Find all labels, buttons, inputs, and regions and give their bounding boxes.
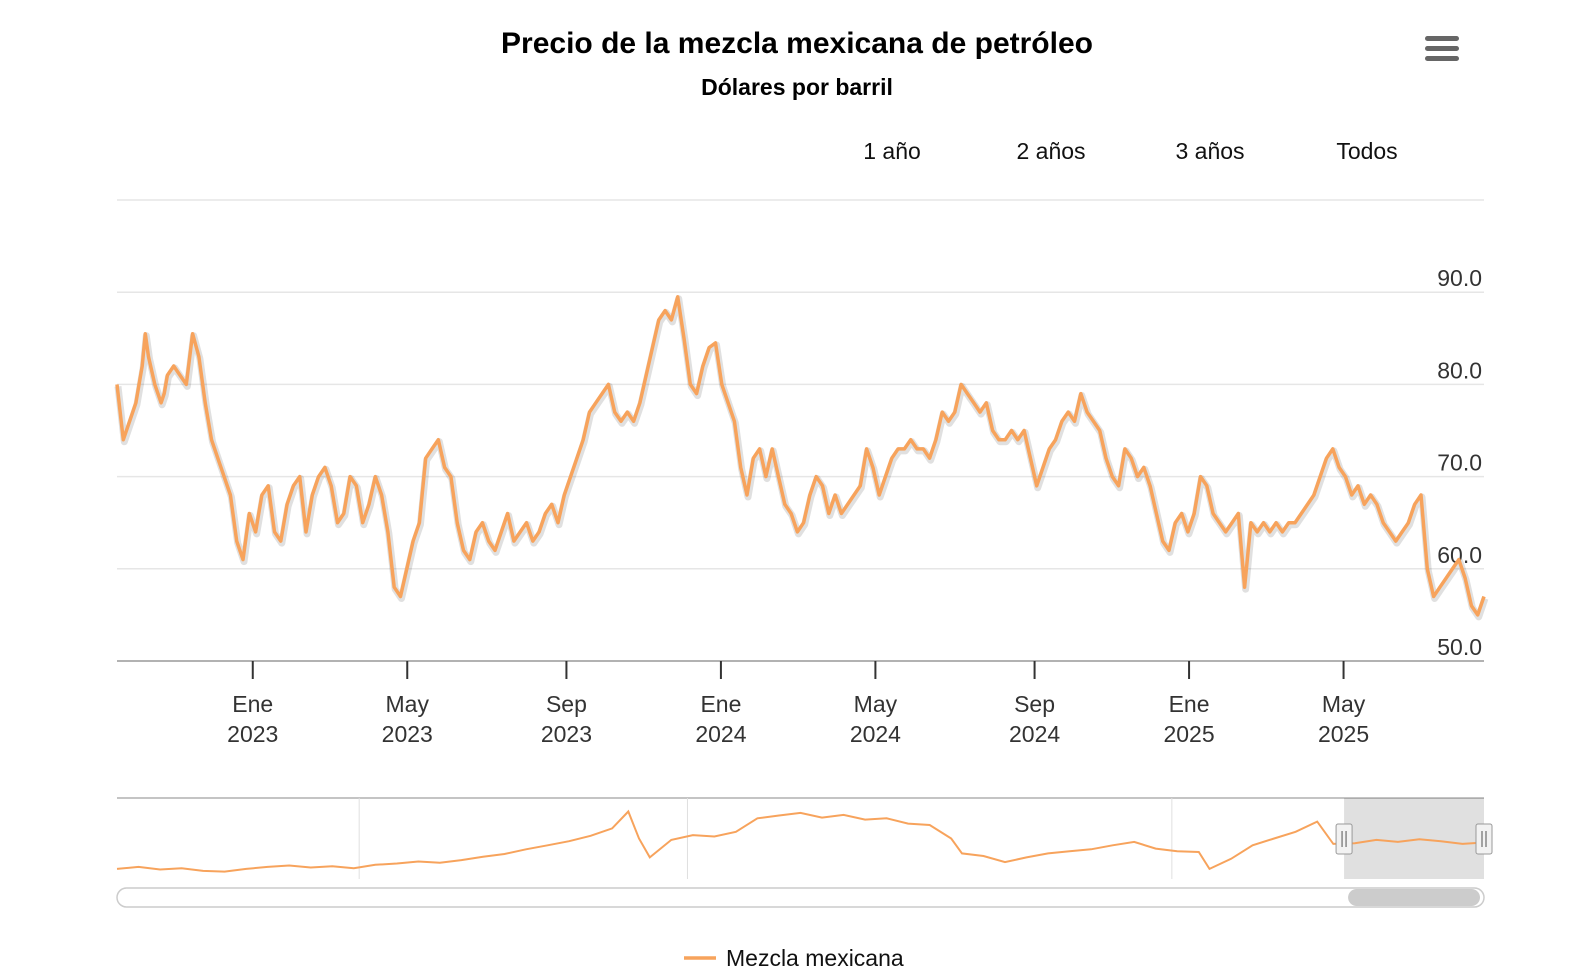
x-tick-label-year: 2025 [1318,721,1369,747]
x-tick-label-year: 2023 [382,721,433,747]
range-button-1y[interactable]: 1 año [863,138,921,164]
x-tick-label-month: May [1322,691,1366,717]
x-tick-label-month: Sep [1014,691,1055,717]
navigator-series-line [116,809,1485,873]
navigator-handle-right[interactable] [1475,823,1493,855]
scrollbar[interactable] [116,887,1485,908]
scrollbar-track[interactable] [116,887,1485,908]
y-tick-label: 70.0 [1437,450,1482,476]
menu-icon [1425,36,1459,61]
y-tick-label: 80.0 [1437,357,1482,383]
x-tick-label-year: 2024 [850,721,901,747]
export-menu-button[interactable] [1425,31,1465,67]
x-tick-label-month: May [386,691,430,717]
navigator-handle-grip-icons [1341,831,1487,847]
plot-area[interactable] [114,295,1489,621]
x-tick-label-year: 2024 [695,721,746,747]
y-tick-label: 90.0 [1437,265,1482,291]
navigator[interactable] [116,797,1493,879]
series-line-mezcla-mexicana [115,295,1486,617]
navigator-selection-mask[interactable] [1344,798,1484,879]
y-axis-labels: 50.060.070.080.090.0 [1437,265,1482,660]
navigator-handle-left[interactable] [1335,823,1353,855]
x-tick-label-month: Ene [1169,691,1210,717]
scrollbar-thumb[interactable] [1348,889,1480,906]
y-gridlines [117,199,1484,570]
chart-title: Precio de la mezcla mexicana de petróleo [501,27,1093,60]
range-button-3y[interactable]: 3 años [1175,138,1244,164]
x-tick-label-year: 2025 [1163,721,1214,747]
legend-label: Mezcla mexicana [726,945,904,971]
x-tick-label-month: Ene [700,691,741,717]
x-axis-ticks: Ene 2023 May 2023 Sep 2023 Ene 2024 May 2024 Sep 20… [227,661,1369,747]
x-tick-label-month: Ene [232,691,273,717]
chart-subtitle: Dólares por barril [701,74,893,100]
x-tick-label-month: May [854,691,898,717]
navigator-gridlines [358,798,1173,879]
x-tick-label-month: Sep [546,691,587,717]
x-tick-label-year: 2023 [541,721,592,747]
y-tick-label: 50.0 [1437,634,1482,660]
legend-item-mezcla-mexicana[interactable]: Mezcla mexicana [684,945,904,971]
x-tick-label-year: 2024 [1009,721,1060,747]
range-button-all[interactable]: Todos [1336,138,1397,164]
range-selector: 1 año 2 años 3 años Todos [863,138,1397,164]
range-button-2y[interactable]: 2 años [1016,138,1085,164]
x-tick-label-year: 2023 [227,721,278,747]
